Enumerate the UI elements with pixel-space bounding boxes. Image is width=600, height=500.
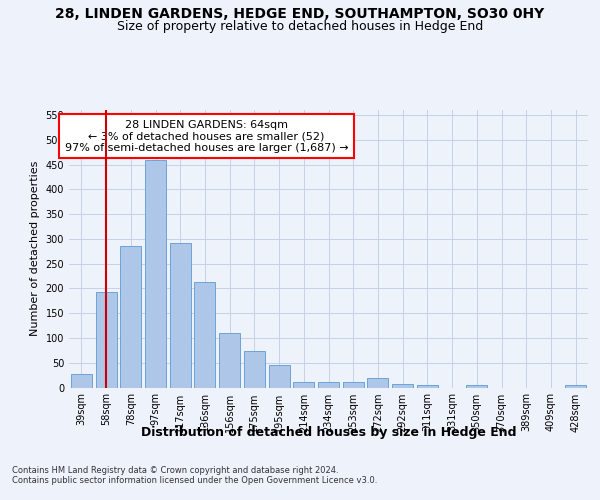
Bar (343, 382, 364, 388)
Bar (269, 364, 290, 388)
Bar (318, 382, 339, 388)
Text: 28, LINDEN GARDENS, HEDGE END, SOUTHAMPTON, SO30 0HY: 28, LINDEN GARDENS, HEDGE END, SOUTHAMPT… (55, 8, 545, 22)
Bar (293, 382, 314, 388)
Bar (244, 352, 265, 388)
Bar (565, 385, 586, 388)
Bar (194, 282, 215, 388)
Bar (95, 292, 116, 388)
Text: Distribution of detached houses by size in Hedge End: Distribution of detached houses by size … (141, 426, 517, 439)
Bar (120, 246, 141, 388)
Bar (71, 374, 92, 388)
Bar (367, 378, 388, 388)
Bar (417, 385, 438, 388)
Text: 28 LINDEN GARDENS: 64sqm
← 3% of detached houses are smaller (52)
97% of semi-de: 28 LINDEN GARDENS: 64sqm ← 3% of detache… (65, 120, 349, 153)
Text: Size of property relative to detached houses in Hedge End: Size of property relative to detached ho… (117, 20, 483, 33)
Text: Contains HM Land Registry data © Crown copyright and database right 2024.
Contai: Contains HM Land Registry data © Crown c… (12, 466, 377, 485)
Bar (392, 384, 413, 388)
Y-axis label: Number of detached properties: Number of detached properties (30, 161, 40, 336)
Bar (145, 160, 166, 388)
Bar (219, 333, 240, 388)
Bar (466, 385, 487, 388)
Bar (170, 243, 191, 388)
